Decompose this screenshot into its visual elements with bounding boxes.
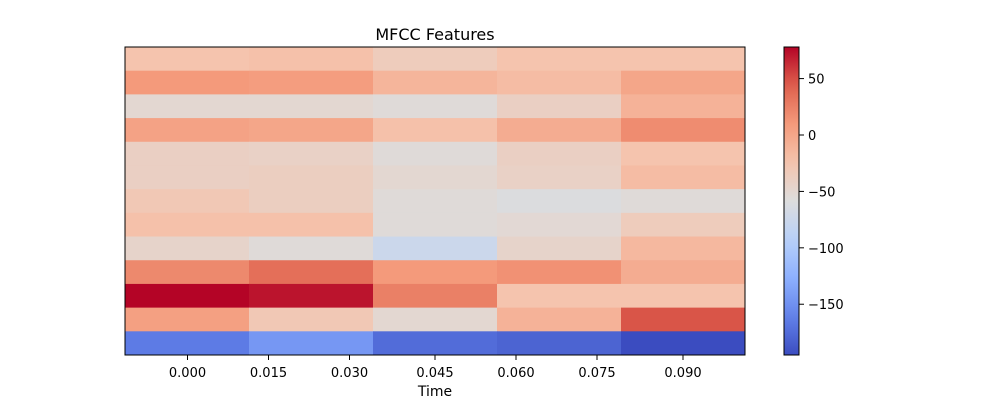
heatmap-cell xyxy=(497,189,622,214)
heatmap-cell xyxy=(621,141,746,166)
heatmap-cell xyxy=(373,283,498,309)
heatmap-cell xyxy=(497,165,622,190)
heatmap-cell xyxy=(497,212,622,238)
heatmap-cell xyxy=(373,212,498,238)
heatmap-cell xyxy=(373,236,498,261)
x-tick-label: 0.015 xyxy=(250,366,287,381)
heatmap-cell xyxy=(497,283,622,309)
heatmap-cell xyxy=(249,94,374,119)
heatmap-cell xyxy=(125,94,250,119)
colorbar-tick-label: 0 xyxy=(808,129,816,144)
heatmap-cell xyxy=(497,236,622,261)
heatmap-cell xyxy=(373,141,498,166)
colorbar xyxy=(783,46,800,356)
chart-title: MFCC Features xyxy=(375,25,494,44)
x-tick-label: 0.075 xyxy=(578,366,615,381)
heatmap-cell xyxy=(621,165,746,190)
heatmap-cell xyxy=(497,260,622,285)
heatmap-cell xyxy=(125,236,250,261)
heatmap-cell xyxy=(621,189,746,214)
heatmap-cell xyxy=(497,331,622,356)
heatmap-cell xyxy=(249,141,374,166)
x-axis: 0.000 0.015 0.030 0.045 0.060 0.075 0.090 xyxy=(169,355,702,381)
heatmap-cell xyxy=(125,118,250,143)
heatmap-cell xyxy=(373,307,498,332)
x-axis-label: Time xyxy=(417,384,452,400)
heatmap-cell xyxy=(125,260,250,285)
heatmap-cell xyxy=(249,236,374,261)
heatmap-cell xyxy=(373,331,498,356)
heatmap-cell xyxy=(621,94,746,119)
colorbar-tick-label: 50 xyxy=(808,73,825,88)
heatmap-cell xyxy=(497,307,622,332)
heatmap-cell xyxy=(373,70,498,95)
heatmap-cell xyxy=(249,307,374,332)
heatmap-cell xyxy=(125,307,250,332)
heatmap-cell xyxy=(373,47,498,72)
heatmap-cell xyxy=(373,94,498,119)
heatmap-cell xyxy=(125,165,250,190)
x-tick-label: 0.090 xyxy=(664,366,701,381)
heatmap-cell xyxy=(125,47,250,72)
heatmap-cell xyxy=(249,212,374,238)
heatmap-cell xyxy=(621,260,746,285)
heatmap-cell xyxy=(249,70,374,95)
heatmap-cell xyxy=(249,189,374,214)
heatmap-cell xyxy=(373,260,498,285)
heatmap-cell xyxy=(621,212,746,238)
colorbar-tick-label: −150 xyxy=(808,298,844,313)
heatmap-cell xyxy=(373,189,498,214)
heatmap-cell xyxy=(621,236,746,261)
heatmap-cell xyxy=(125,70,250,95)
x-tick-label: 0.000 xyxy=(169,366,206,381)
heatmap-cell xyxy=(249,165,374,190)
x-tick-label: 0.030 xyxy=(331,366,368,381)
heatmap-cell xyxy=(125,283,250,309)
colorbar-tick-label: −50 xyxy=(808,185,835,200)
heatmap-cell xyxy=(621,47,746,72)
x-tick-label: 0.045 xyxy=(416,366,453,381)
heatmap-cell xyxy=(621,118,746,143)
heatmap-cell xyxy=(497,118,622,143)
heatmap-cell xyxy=(621,307,746,332)
heatmap-cell xyxy=(621,283,746,309)
colorbar-tick-label: −100 xyxy=(808,242,844,257)
heatmap-cell xyxy=(373,118,498,143)
heatmap-cell xyxy=(249,260,374,285)
heatmap-cell xyxy=(497,47,622,72)
heatmap-cell xyxy=(125,212,250,238)
heatmap-cell xyxy=(249,331,374,356)
heatmap-cell xyxy=(249,118,374,143)
x-tick-label: 0.060 xyxy=(497,366,534,381)
heatmap-cell xyxy=(125,331,250,356)
heatmap-cell xyxy=(125,141,250,166)
heatmap-cell xyxy=(373,165,498,190)
heatmap-cell xyxy=(497,141,622,166)
heatmap-cell xyxy=(249,283,374,309)
heatmap-cell xyxy=(249,47,374,72)
heatmap-cell xyxy=(125,189,250,214)
heatmap-cell xyxy=(497,70,622,95)
heatmap-cell xyxy=(497,94,622,119)
colorbar-axis: 50 0 −50 −100 −150 xyxy=(799,73,844,313)
heatmap-cell xyxy=(621,331,746,356)
heatmap-cell xyxy=(621,70,746,95)
heatmap-grid xyxy=(125,47,746,356)
